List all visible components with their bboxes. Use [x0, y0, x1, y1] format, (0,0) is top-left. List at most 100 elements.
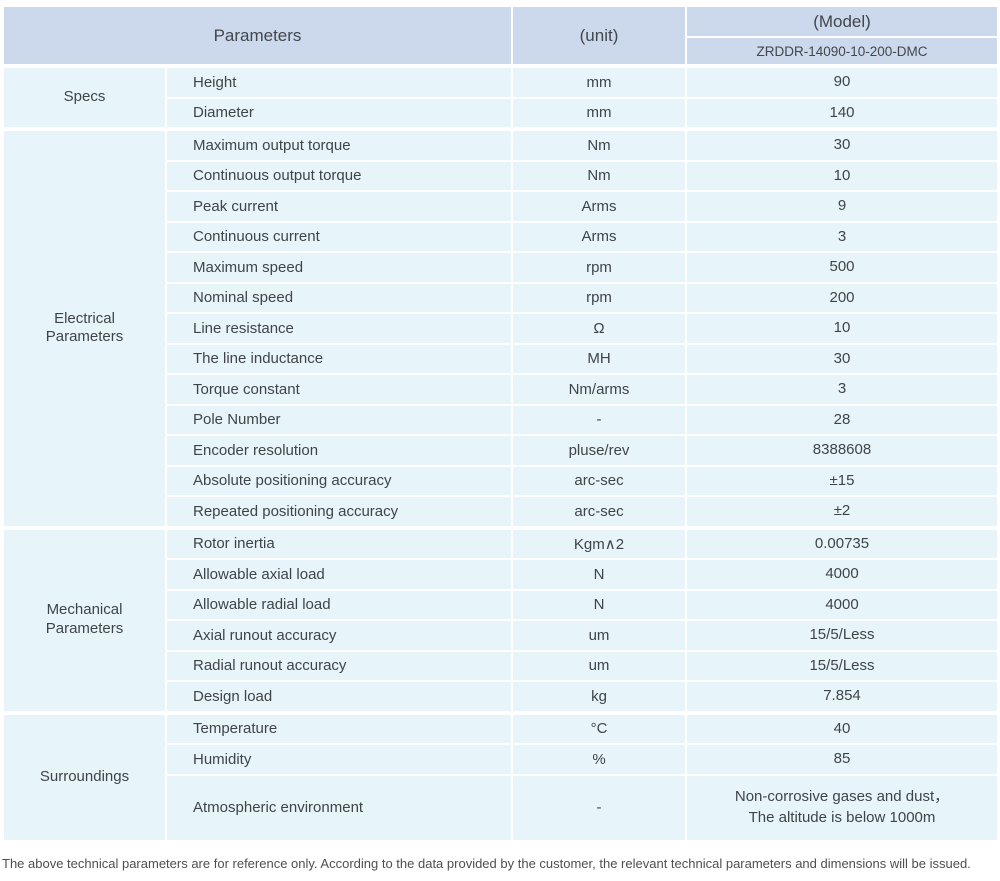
param-unit: N [513, 590, 685, 619]
table-row: Maximum speed rpm 500 [167, 253, 997, 282]
param-value: 30 [687, 131, 997, 160]
section-label-surroundings: Surroundings [4, 714, 165, 840]
param-name: Nominal speed [167, 283, 511, 312]
param-name: Humidity [167, 745, 511, 774]
table-row: Continuous current Arms 3 [167, 222, 997, 251]
param-value: 90 [687, 68, 997, 97]
param-value: ±15 [687, 466, 997, 495]
param-name: Allowable radial load [167, 590, 511, 619]
param-value: 500 [687, 253, 997, 282]
param-unit: - [513, 405, 685, 434]
param-value: 7.854 [687, 682, 997, 711]
param-name: Radial runout accuracy [167, 651, 511, 680]
param-unit: - [513, 775, 685, 840]
param-value: 15/5/Less [687, 651, 997, 680]
section-mechanical: Mechanical Parameters Rotor inertia Kgm∧… [4, 529, 997, 711]
table-row: Pole Number - 28 [167, 405, 997, 434]
param-unit: Nm [513, 161, 685, 190]
param-unit: MH [513, 344, 685, 373]
param-unit: Nm [513, 131, 685, 160]
section-rows: Maximum output torque Nm 30 Continuous o… [167, 131, 997, 526]
param-name: Temperature [167, 714, 511, 743]
table-row: Height mm 90 [167, 68, 997, 97]
table-row: Temperature °C 40 [167, 714, 997, 743]
param-name: Continuous output torque [167, 161, 511, 190]
table-row: Absolute positioning accuracy arc-sec ±1… [167, 466, 997, 495]
param-unit: mm [513, 68, 685, 97]
param-value: 40 [687, 714, 997, 743]
table-row: Radial runout accuracy um 15/5/Less [167, 651, 997, 680]
param-name: Pole Number [167, 405, 511, 434]
param-name: Rotor inertia [167, 529, 511, 558]
param-unit: Nm/arms [513, 375, 685, 404]
section-rows: Rotor inertia Kgm∧2 0.00735 Allowable ax… [167, 529, 997, 711]
param-value: 3 [687, 222, 997, 251]
table-row: Axial runout accuracy um 15/5/Less [167, 621, 997, 650]
param-value: 30 [687, 344, 997, 373]
table-row: Encoder resolution pluse/rev 8388608 [167, 436, 997, 465]
param-name: Height [167, 68, 511, 97]
table-row: Continuous output torque Nm 10 [167, 161, 997, 190]
param-unit: arc-sec [513, 497, 685, 526]
param-name: Maximum output torque [167, 131, 511, 160]
section-label-specs: Specs [4, 68, 165, 127]
param-value: 9 [687, 192, 997, 221]
param-value: 200 [687, 283, 997, 312]
param-unit: mm [513, 98, 685, 127]
section-rows: Temperature °C 40 Humidity % 85 Atmosphe… [167, 714, 997, 840]
param-unit: kg [513, 682, 685, 711]
table-row: Torque constant Nm/arms 3 [167, 375, 997, 404]
param-unit: Arms [513, 192, 685, 221]
param-name: Absolute positioning accuracy [167, 466, 511, 495]
table-row: Line resistance Ω 10 [167, 314, 997, 343]
param-name: Maximum speed [167, 253, 511, 282]
table-row: Allowable axial load N 4000 [167, 560, 997, 589]
param-unit: Kgm∧2 [513, 529, 685, 558]
param-unit: % [513, 745, 685, 774]
param-value: 10 [687, 161, 997, 190]
param-unit: um [513, 651, 685, 680]
section-electrical: Electrical Parameters Maximum output tor… [4, 131, 997, 526]
header-model: (Model) [687, 7, 997, 37]
param-name: Continuous current [167, 222, 511, 251]
param-value: 4000 [687, 560, 997, 589]
param-unit: °C [513, 714, 685, 743]
header-model-number: ZRDDR-14090-10-200-DMC [687, 38, 997, 64]
param-value: 85 [687, 745, 997, 774]
param-unit: rpm [513, 283, 685, 312]
param-unit: Arms [513, 222, 685, 251]
param-name: Repeated positioning accuracy [167, 497, 511, 526]
header-parameters: Parameters [4, 7, 511, 64]
param-unit: pluse/rev [513, 436, 685, 465]
table-row: The line inductance MH 30 [167, 344, 997, 373]
param-name: Line resistance [167, 314, 511, 343]
param-unit: rpm [513, 253, 685, 282]
param-unit: um [513, 621, 685, 650]
table-row: Design load kg 7.854 [167, 682, 997, 711]
header-model-column: (Model) ZRDDR-14090-10-200-DMC [687, 7, 997, 64]
param-name: The line inductance [167, 344, 511, 373]
table-row: Allowable radial load N 4000 [167, 590, 997, 619]
section-rows: Height mm 90 Diameter mm 140 [167, 68, 997, 127]
param-value: 8388608 [687, 436, 997, 465]
param-value: 0.00735 [687, 529, 997, 558]
footnote: The above technical parameters are for r… [2, 856, 971, 871]
spec-table: Parameters (unit) (Model) ZRDDR-14090-10… [4, 7, 997, 840]
table-row: Nominal speed rpm 200 [167, 283, 997, 312]
table-row: Atmospheric environment - Non-corrosive … [167, 775, 997, 840]
param-name: Encoder resolution [167, 436, 511, 465]
param-value: Non-corrosive gases and dust， The altitu… [687, 775, 997, 840]
table-row: Repeated positioning accuracy arc-sec ±2 [167, 497, 997, 526]
table-header: Parameters (unit) (Model) ZRDDR-14090-10… [4, 7, 997, 64]
param-unit: arc-sec [513, 466, 685, 495]
param-name: Design load [167, 682, 511, 711]
section-label-mechanical: Mechanical Parameters [4, 529, 165, 711]
param-value: ±2 [687, 497, 997, 526]
param-name: Diameter [167, 98, 511, 127]
header-unit: (unit) [513, 7, 685, 64]
param-name: Torque constant [167, 375, 511, 404]
section-specs: Specs Height mm 90 Diameter mm 140 [4, 68, 997, 127]
param-value: 3 [687, 375, 997, 404]
param-unit: N [513, 560, 685, 589]
table-row: Humidity % 85 [167, 745, 997, 774]
